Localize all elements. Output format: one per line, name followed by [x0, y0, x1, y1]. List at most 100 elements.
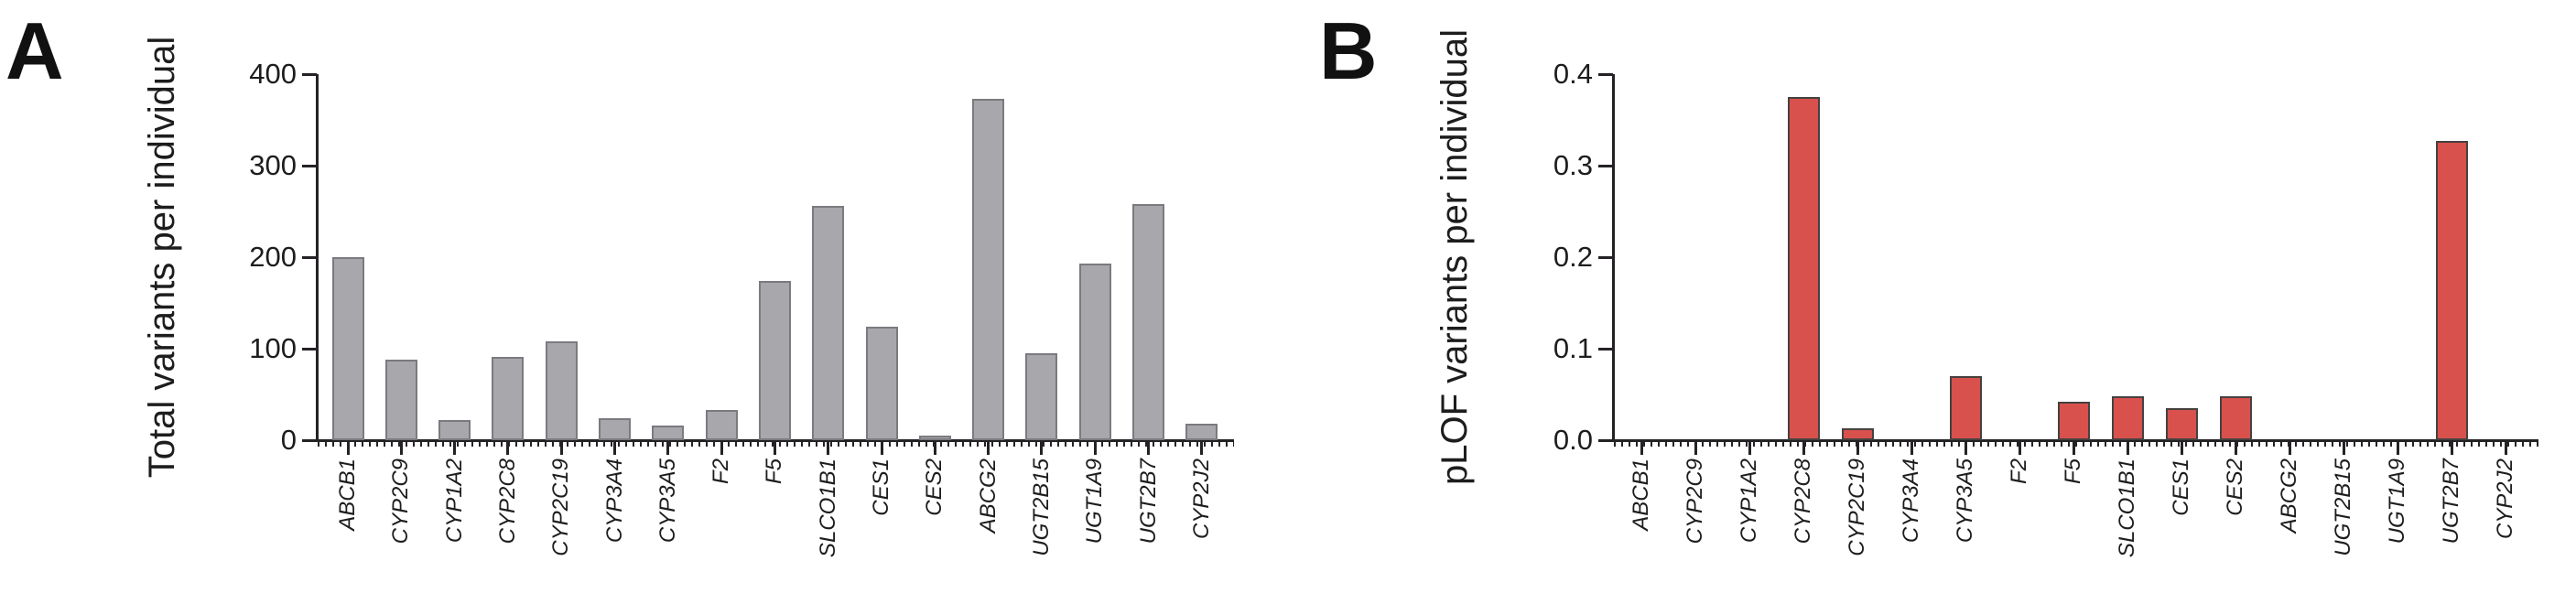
bar: [1025, 353, 1058, 440]
y-tick-label: 0.2: [1553, 241, 1593, 273]
y-axis-tick: [302, 348, 317, 351]
x-tick-label: CYP3A4: [1899, 458, 1923, 544]
x-tick-label: SLCO1B1: [2115, 458, 2139, 558]
bar: [2057, 402, 2090, 440]
x-tick-label: CYP1A2: [1737, 458, 1761, 544]
x-axis-tick: [666, 440, 670, 455]
x-axis-tick: [773, 440, 776, 455]
bar: [2435, 141, 2468, 440]
bar: [384, 360, 417, 440]
x-axis-tick: [933, 440, 936, 455]
y-axis-tick: [1598, 73, 1613, 76]
x-axis-tick: [827, 440, 830, 455]
x-tick-label: UGT1A9: [2385, 458, 2409, 545]
x-axis-tick: [1856, 440, 1859, 455]
y-tick-label: 0.0: [1553, 424, 1593, 456]
bar: [2111, 396, 2144, 440]
x-axis-tick: [1040, 440, 1044, 455]
bar: [758, 281, 791, 440]
y-axis-tick: [1598, 439, 1613, 442]
x-axis-tick: [346, 440, 350, 455]
x-tick-label: CYP3A5: [1953, 458, 1977, 544]
x-tick-label: CYP2C9: [1683, 458, 1707, 545]
y-tick-label: 0.1: [1553, 332, 1593, 364]
x-axis-tick: [1200, 440, 1204, 455]
x-axis-tick: [880, 440, 883, 455]
y-tick-label: 0.3: [1553, 149, 1593, 181]
x-axis-tick: [399, 440, 403, 455]
bar: [331, 257, 364, 440]
y-tick-label: 0.4: [1553, 58, 1593, 90]
x-axis-tick: [1640, 440, 1643, 455]
y-axis-line: [316, 74, 319, 442]
x-axis-tick: [2288, 440, 2291, 455]
bar: [2219, 396, 2252, 440]
bar: [705, 410, 738, 440]
bar: [1132, 204, 1164, 440]
x-tick-label: F5: [2061, 458, 2085, 485]
x-axis-tick: [2072, 440, 2075, 455]
bar: [438, 420, 471, 440]
x-axis-tick: [613, 440, 616, 455]
y-axis-tick: [302, 439, 317, 442]
x-axis-tick: [987, 440, 990, 455]
y-axis-tick: [1598, 256, 1613, 259]
x-tick-label: CYP2C8: [1791, 458, 1815, 545]
y-axis-line: [1612, 74, 1615, 442]
x-axis-tick: [1910, 440, 1913, 455]
bar: [972, 99, 1005, 440]
bar: [1078, 264, 1111, 440]
bar: [1787, 97, 1820, 440]
x-axis-tick: [1694, 440, 1697, 455]
x-axis-minor-ticks: [1614, 442, 2538, 447]
bar: [545, 341, 578, 440]
x-axis-tick: [559, 440, 563, 455]
bar: [1841, 428, 1874, 440]
bar: [599, 418, 631, 440]
panel-a-letter: A: [5, 5, 64, 96]
x-axis-tick: [2126, 440, 2129, 455]
x-axis-tick: [2018, 440, 2021, 455]
bar: [2165, 408, 2198, 440]
x-tick-label: CES2: [2223, 458, 2247, 516]
x-axis-tick: [1802, 440, 1805, 455]
x-axis-tick: [453, 440, 457, 455]
bar: [812, 206, 845, 440]
bar: [492, 357, 525, 440]
x-axis-tick: [506, 440, 510, 455]
x-axis-tick: [1093, 440, 1097, 455]
y-tick-label: 300: [249, 149, 297, 181]
x-axis-tick: [1964, 440, 1967, 455]
x-axis-tick: [2396, 440, 2399, 455]
x-axis-tick: [2504, 440, 2507, 455]
x-tick-label: CYP2J2: [2493, 458, 2517, 540]
y-axis-tick: [302, 73, 317, 76]
x-tick-label: ABCB1: [1629, 458, 1653, 531]
x-axis-tick: [2342, 440, 2345, 455]
x-tick-label: UGT2B7: [2439, 458, 2463, 545]
x-axis-tick: [720, 440, 723, 455]
y-tick-label: 100: [249, 332, 297, 364]
y-tick-label: 0: [280, 424, 297, 456]
bar: [652, 426, 685, 440]
bar: [865, 327, 898, 440]
y-axis-tick: [1598, 348, 1613, 351]
y-axis-tick: [302, 256, 317, 259]
bar: [1185, 424, 1218, 440]
y-tick-label: 400: [249, 58, 297, 90]
x-tick-label: CYP2C19: [1845, 458, 1869, 556]
x-tick-label: CES1: [2169, 458, 2193, 516]
x-axis-tick: [2180, 440, 2183, 455]
x-axis-tick: [1748, 440, 1751, 455]
x-tick-label: UGT2B15: [2331, 458, 2355, 556]
x-tick-label: ABCG2: [2277, 458, 2301, 534]
y-axis-tick: [1598, 165, 1613, 167]
panel-b-letter: B: [1319, 5, 1378, 96]
y-tick-label: 200: [249, 241, 297, 273]
x-axis-tick: [2450, 440, 2453, 455]
x-axis-line: [1612, 439, 2538, 442]
x-tick-label: F2: [2007, 458, 2031, 485]
